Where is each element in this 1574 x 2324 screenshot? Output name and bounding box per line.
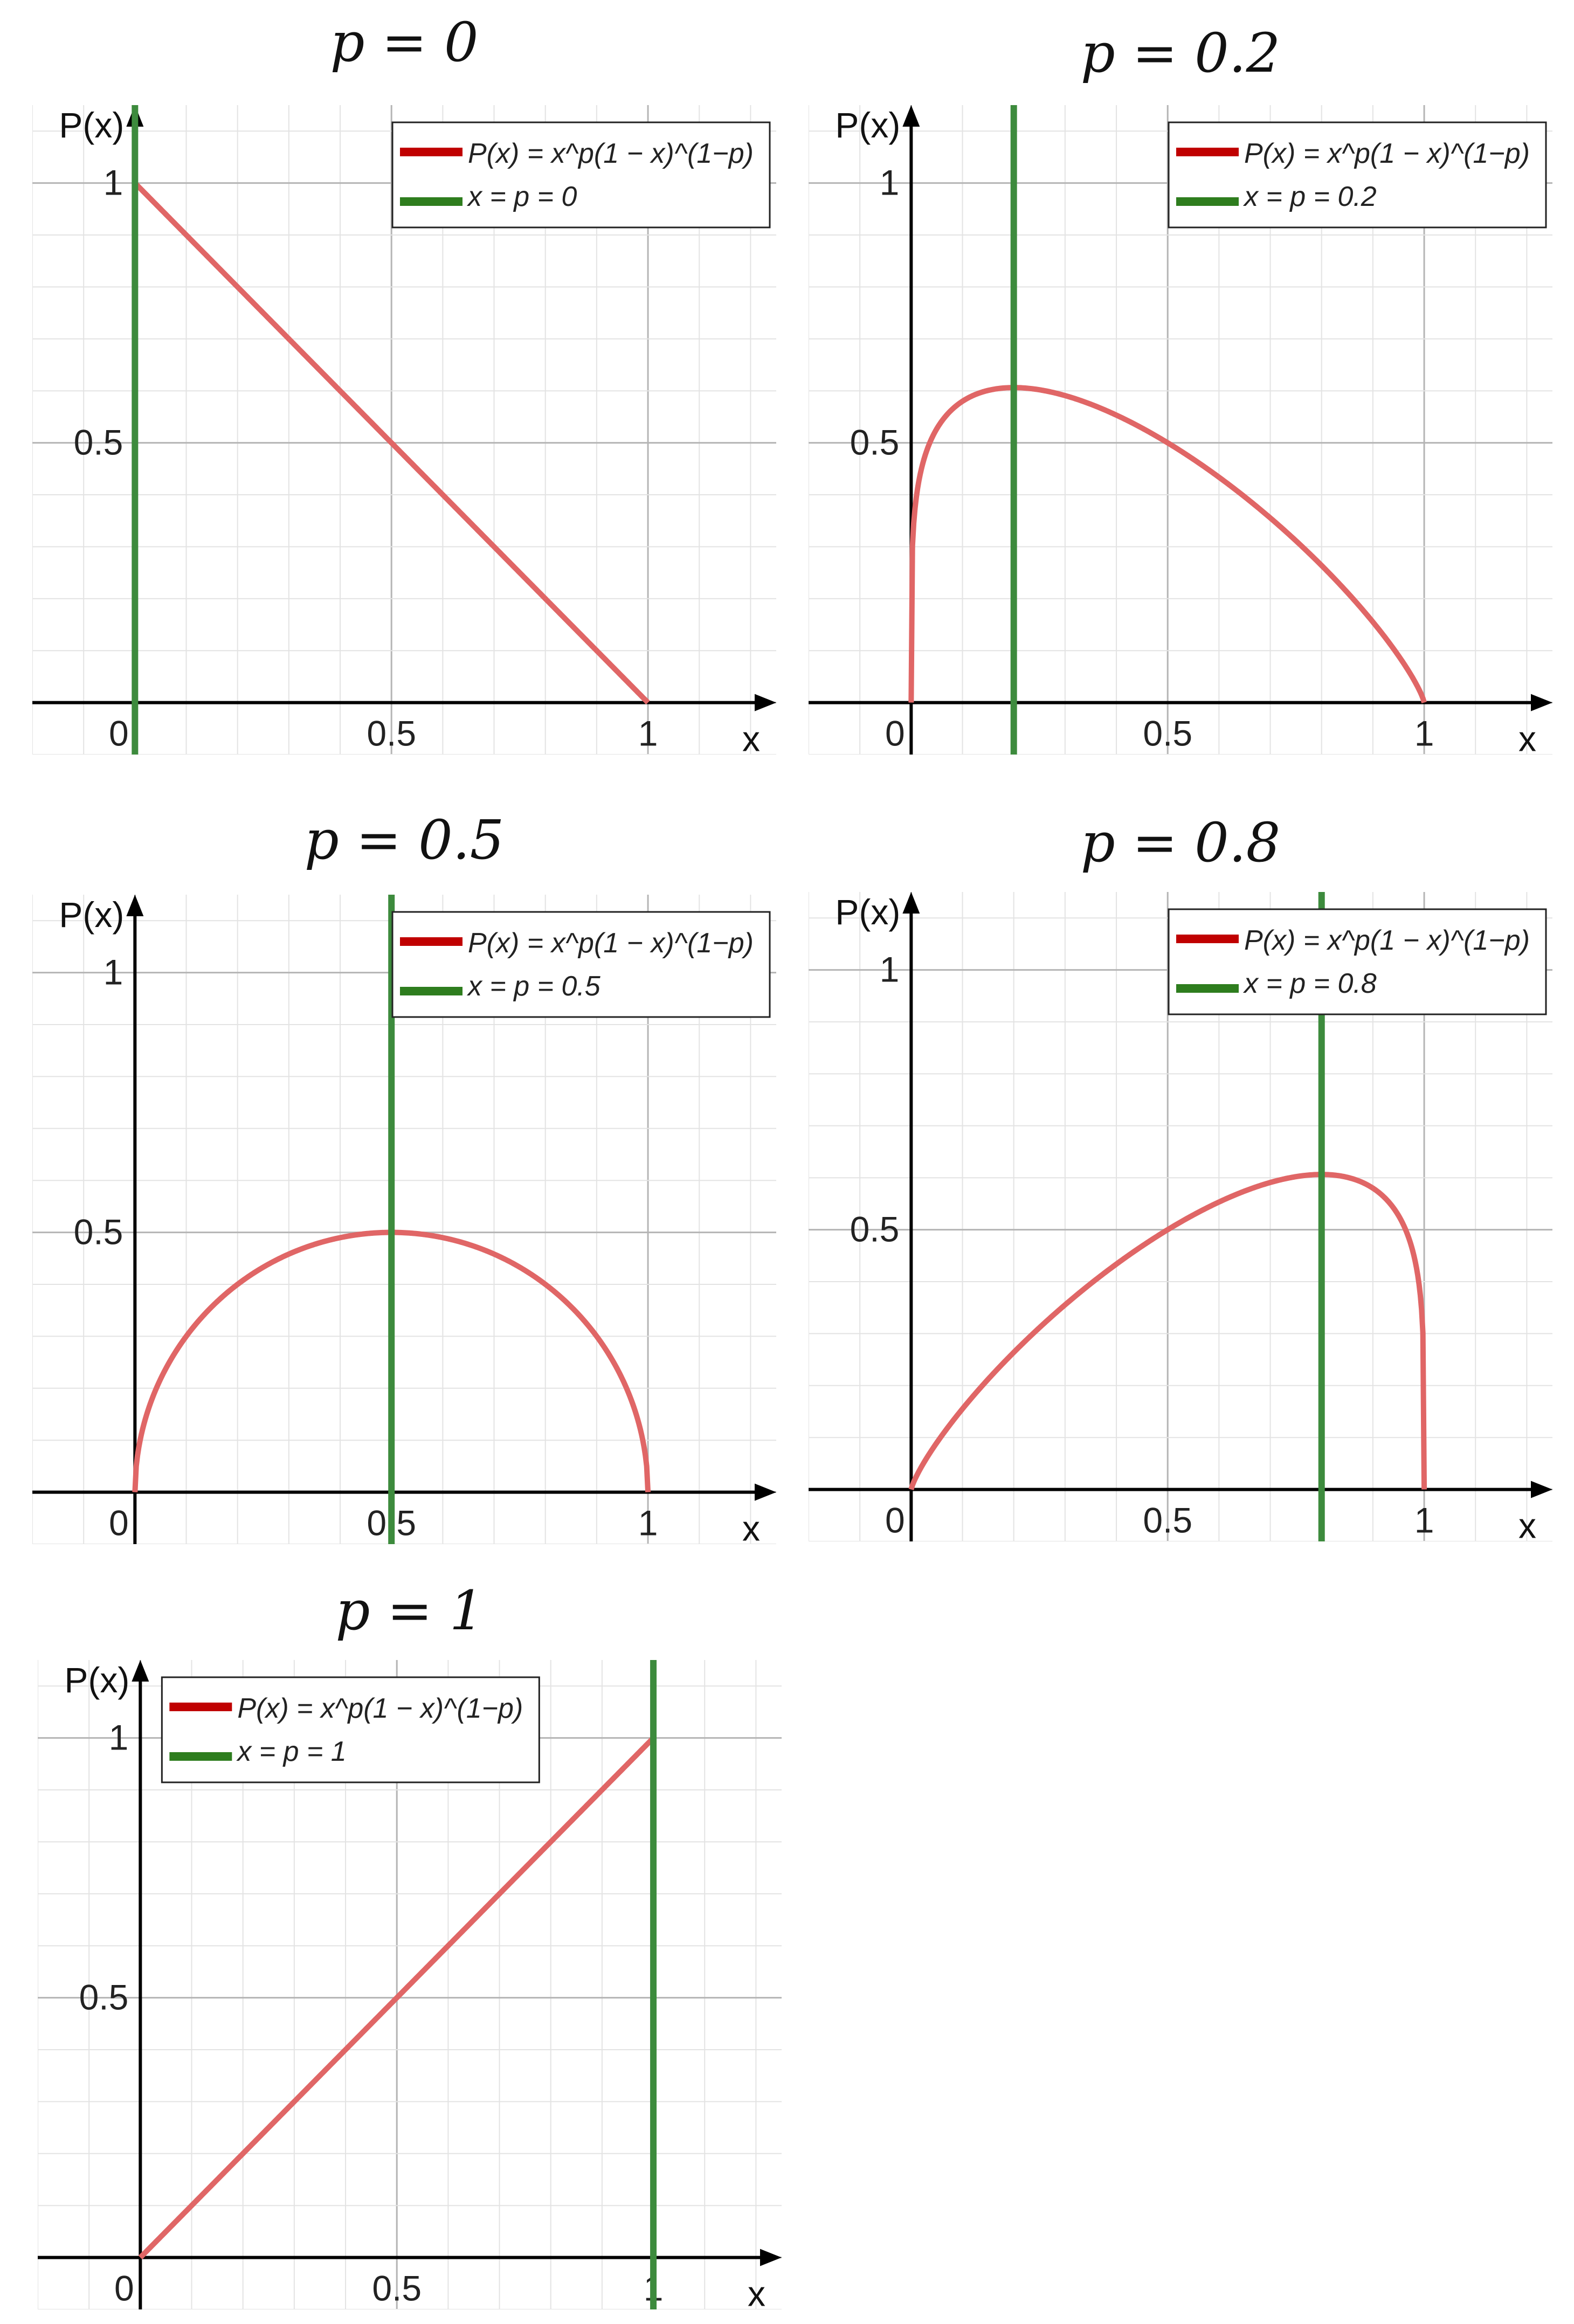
x-tick-label: 0 bbox=[885, 1500, 905, 1540]
y-tick-label: 0.5 bbox=[79, 1977, 129, 2017]
legend-entry-label: P(x) = x^p(1 − x)^(1−p) bbox=[1244, 138, 1530, 169]
x-tick-label: 1 bbox=[1414, 1500, 1434, 1540]
chart-title: p = 0.5 bbox=[304, 808, 505, 872]
y-tick-label: 1 bbox=[880, 163, 900, 203]
legend-entry-label: x = p = 0.8 bbox=[1242, 968, 1377, 999]
legend-entry-label: x = p = 0.2 bbox=[1242, 181, 1377, 212]
y-axis-arrow bbox=[126, 895, 144, 916]
y-tick-label: 0.5 bbox=[74, 1212, 123, 1252]
legend-entry-label: x = p = 0 bbox=[466, 181, 577, 212]
x-tick-label: 0.5 bbox=[1143, 714, 1192, 753]
y-tick-label: 1 bbox=[103, 952, 123, 992]
x-axis-arrow bbox=[1531, 1481, 1552, 1498]
y-tick-label: 0.5 bbox=[850, 423, 900, 462]
y-axis-label: P(x) bbox=[835, 892, 900, 932]
y-axis-label: P(x) bbox=[59, 895, 124, 935]
legend-entry-label: P(x) = x^p(1 − x)^(1−p) bbox=[468, 928, 754, 959]
x-tick-label: 1 bbox=[638, 1503, 658, 1543]
x-tick-label: 0.5 bbox=[1143, 1500, 1192, 1540]
legend-entry-label: P(x) = x^p(1 − x)^(1−p) bbox=[1244, 925, 1530, 956]
y-tick-label: 1 bbox=[109, 1718, 129, 1758]
chart-title: p = 0.8 bbox=[1080, 811, 1281, 874]
chart-title: p = 0.2 bbox=[1080, 22, 1281, 85]
x-axis-label: x bbox=[1518, 719, 1536, 755]
x-axis-arrow bbox=[1531, 694, 1552, 711]
legend-box bbox=[1168, 908, 1547, 1015]
x-tick-label: 1 bbox=[1414, 714, 1434, 753]
legend: P(x) = x^p(1 − x)^(1−p) x = p = 0.5 bbox=[391, 911, 771, 1018]
legend: P(x) = x^p(1 − x)^(1−p) x = p = 0 bbox=[391, 121, 771, 229]
x-axis-label: x bbox=[748, 2274, 765, 2309]
legend: P(x) = x^p(1 − x)^(1−p) x = p = 1 bbox=[161, 1676, 540, 1783]
legend-box bbox=[161, 1676, 540, 1783]
chart-title: p = 1 bbox=[335, 1579, 484, 1642]
y-axis-arrow bbox=[902, 105, 920, 127]
x-tick-label: 0 bbox=[109, 1503, 129, 1543]
y-tick-label: 0.5 bbox=[850, 1209, 900, 1249]
x-tick-label: 0 bbox=[114, 2268, 134, 2308]
chart-title: p = 0 bbox=[330, 11, 479, 74]
x-tick-label: 0.5 bbox=[372, 2268, 422, 2308]
x-tick-label: 0.5 bbox=[367, 714, 416, 753]
legend: P(x) = x^p(1 − x)^(1−p) x = p = 0.8 bbox=[1168, 908, 1547, 1015]
legend-box bbox=[391, 121, 771, 229]
x-axis-label: x bbox=[742, 1509, 760, 1544]
chart-panel: 0 0.5 1 0.5 1 x P(x) P(x) = x^p(1 − x)^(1−p) x =… bbox=[809, 892, 1552, 1541]
chart-panel: 0 0.5 1 0.5 1 x P(x) P(x) = x^p(1 − x)^(1−p) x =… bbox=[809, 105, 1552, 755]
y-axis-label: P(x) bbox=[835, 105, 900, 145]
y-tick-label: 1 bbox=[880, 950, 900, 990]
legend-box bbox=[1168, 121, 1547, 229]
y-tick-label: 0.5 bbox=[74, 423, 123, 462]
x-axis-arrow bbox=[760, 2249, 782, 2266]
x-axis-label: x bbox=[1518, 1506, 1536, 1541]
x-tick-label: 0 bbox=[109, 714, 129, 753]
x-tick-label: 1 bbox=[638, 714, 658, 753]
y-axis-arrow bbox=[132, 1660, 149, 1682]
y-axis-arrow bbox=[902, 892, 920, 914]
legend-entry-label: P(x) = x^p(1 − x)^(1−p) bbox=[468, 138, 754, 169]
legend-box bbox=[391, 911, 771, 1018]
legend: P(x) = x^p(1 − x)^(1−p) x = p = 0.2 bbox=[1168, 121, 1547, 229]
x-axis-arrow bbox=[755, 694, 776, 711]
legend-entry-label: x = p = 0.5 bbox=[466, 971, 601, 1002]
legend-entry-label: x = p = 1 bbox=[236, 1736, 346, 1767]
y-axis-label: P(x) bbox=[64, 1660, 129, 1700]
x-axis-arrow bbox=[755, 1483, 776, 1501]
x-tick-label: 0 bbox=[885, 714, 905, 753]
x-axis-label: x bbox=[742, 719, 760, 755]
y-tick-label: 1 bbox=[103, 163, 123, 203]
chart-panel: 0 0.5 1 0.5 1 x P(x) P(x) = x^p(1 − x)^(1−p) x =… bbox=[32, 105, 776, 755]
legend-entry-label: P(x) = x^p(1 − x)^(1−p) bbox=[237, 1693, 523, 1724]
y-axis-label: P(x) bbox=[59, 105, 124, 145]
